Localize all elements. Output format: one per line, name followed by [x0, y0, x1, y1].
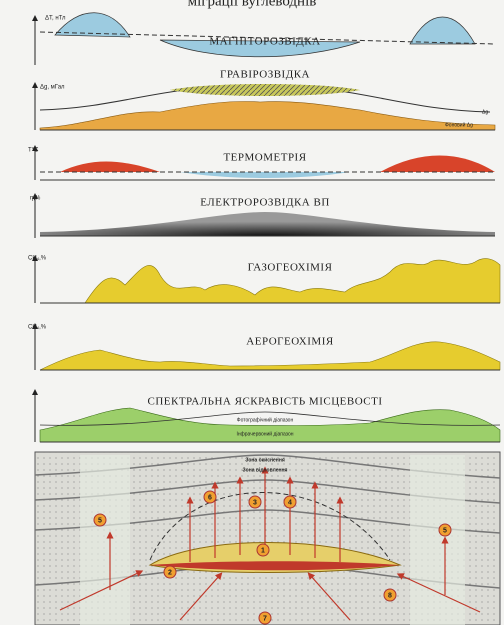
marker-circle	[258, 611, 272, 625]
marker-number: 5	[98, 517, 102, 524]
shape	[59, 466, 481, 621]
label: η,%	[30, 196, 41, 202]
shape	[39, 341, 501, 371]
label: Фотографічний діапазон	[237, 416, 294, 423]
line	[59, 570, 144, 611]
line	[307, 572, 351, 621]
shape	[409, 16, 476, 45]
background	[410, 455, 465, 625]
label: ГРАВІРОЗВІДКА	[220, 69, 310, 81]
marker-circle	[256, 543, 270, 557]
label: CH₄,%	[28, 325, 47, 331]
label: СПЕКТРАЛЬНА ЯСКРАВІСТЬ МІСЦЕВОСТІ	[148, 396, 383, 408]
marker-circle	[93, 513, 107, 527]
shape	[149, 492, 391, 561]
marker-circle	[438, 523, 452, 537]
line	[396, 573, 481, 613]
shape	[34, 454, 501, 479]
shape	[39, 101, 496, 131]
label: ГАЗОГЕОХІМІЯ	[248, 262, 333, 274]
marker-number: 5	[443, 527, 447, 534]
shape	[159, 39, 361, 58]
shape	[39, 411, 501, 426]
shape	[40, 212, 495, 236]
shape	[380, 155, 495, 172]
shape	[39, 407, 501, 443]
marker-number: 1	[261, 547, 265, 554]
label: Зона окиснення	[245, 457, 285, 463]
shape	[180, 172, 350, 178]
marker-circle	[248, 495, 262, 509]
markers: 1 2 3 4 5 5 6 7 8	[93, 490, 452, 625]
marker-circle	[203, 490, 217, 504]
label: АЕРОГЕОХІМІЯ	[246, 336, 334, 348]
marker-number: 2	[168, 569, 172, 576]
marker-number: 8	[388, 592, 392, 599]
label: ΔT, нТл	[45, 16, 66, 22]
label: ЕЛЕКТРОРОЗВІДКА ВП	[200, 197, 330, 209]
label: Фоновий Δg	[445, 121, 473, 128]
label: T°C	[28, 148, 39, 154]
marker-number: 3	[253, 499, 257, 506]
line	[39, 31, 496, 45]
marker-number: 4	[288, 499, 292, 506]
shape	[150, 561, 400, 571]
shape	[84, 258, 501, 304]
marker-number: 7	[263, 615, 267, 622]
label: Δg, мГал	[40, 85, 65, 91]
label: міграції вуглеводнів	[188, 0, 317, 9]
shape	[60, 161, 160, 172]
label: CH₄,%	[28, 256, 47, 262]
background	[80, 455, 130, 625]
label: Δg	[482, 109, 488, 115]
label: Зона відновлення	[243, 467, 288, 473]
label: Інфрачервоний діапазон	[236, 430, 293, 437]
label: ТЕРМОМЕТРІЯ	[223, 152, 306, 164]
line	[179, 572, 223, 621]
shape	[170, 84, 360, 96]
label: МАГНІТОРОЗВІДКА	[209, 36, 320, 48]
marker-circle	[163, 565, 177, 579]
marker-number: 6	[208, 494, 212, 501]
marker-circle	[283, 495, 297, 509]
marker-circle	[383, 588, 397, 602]
